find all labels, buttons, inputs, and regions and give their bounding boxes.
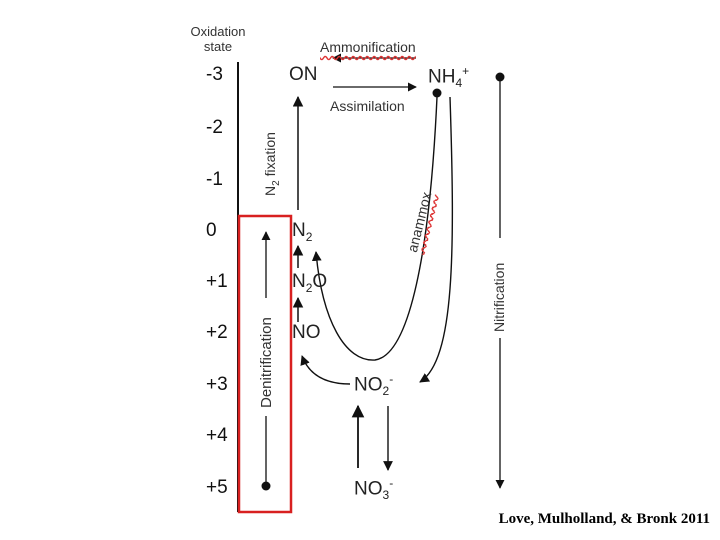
- species-nh4-sup: +: [462, 64, 470, 78]
- species-no3-base: NO: [354, 478, 383, 500]
- axis-title-line1: Oxidation: [190, 24, 246, 39]
- species-n2o-sub: 2: [305, 280, 313, 295]
- anammox-start-dot: [432, 88, 442, 98]
- oxidation-state-label: -2: [206, 117, 223, 138]
- oxidation-state-label: 0: [206, 220, 217, 241]
- oxidation-state-label: +5: [206, 477, 228, 498]
- denitrification-start-dot: [261, 481, 271, 491]
- species-no2: NO2-: [354, 372, 393, 398]
- species-n2o-tail: O: [312, 271, 328, 292]
- ammonia-oxidation-curve: [419, 96, 454, 383]
- species-on: ON: [289, 64, 318, 85]
- species-no3-sup: -: [389, 476, 394, 490]
- n2-fixation-label: N2 fixation: [262, 132, 282, 196]
- species-no3: NO3-: [354, 476, 393, 502]
- assimilation-label: Assimilation: [330, 98, 405, 114]
- species-no2-sup: -: [389, 372, 394, 386]
- species-n2-sub: 2: [305, 229, 313, 244]
- oxidation-state-label: +1: [206, 271, 228, 292]
- n2-fixation-sub: 2: [270, 180, 282, 186]
- species-no2-base: NO: [354, 374, 383, 396]
- nitrification-label: Nitrification: [491, 262, 507, 332]
- axis-title: Oxidation state: [183, 24, 253, 54]
- citation: Love, Mulholland, & Bronk 2011: [498, 511, 710, 527]
- oxidation-state-label: -3: [206, 64, 223, 85]
- oxidation-state-label: +3: [206, 374, 228, 395]
- nitrification-start-dot: [495, 72, 505, 82]
- species-n2: N2: [292, 220, 312, 244]
- oxidation-state-label: +4: [206, 425, 228, 446]
- species-no: NO: [292, 322, 321, 343]
- species-nh4: NH4+: [428, 64, 469, 90]
- n2-fixation-base: N: [262, 185, 278, 196]
- species-n2o-base: N: [292, 271, 306, 292]
- species-no3-sub: 3: [382, 488, 390, 503]
- denitrification-highlight-box: [237, 214, 293, 514]
- denitrification-label: Denitrification: [258, 317, 275, 408]
- axis-title-line2: state: [203, 39, 233, 54]
- ammonification-text: Ammonification: [320, 39, 416, 55]
- species-no2-sub: 2: [382, 384, 390, 399]
- species-n2o: N2O: [292, 271, 327, 295]
- species-nh4-sub: 4: [455, 76, 463, 91]
- oxidation-state-label: +2: [206, 322, 228, 343]
- anammox-curve: [311, 96, 438, 361]
- species-nh4-base: NH: [428, 66, 456, 88]
- nitrite-to-no-curve: [300, 355, 351, 385]
- oxidation-state-label: -1: [206, 169, 223, 190]
- species-n2-base: N: [292, 220, 306, 241]
- n2-fixation-tail: fixation: [262, 132, 278, 181]
- ammonification-label: Ammonification: [320, 39, 416, 55]
